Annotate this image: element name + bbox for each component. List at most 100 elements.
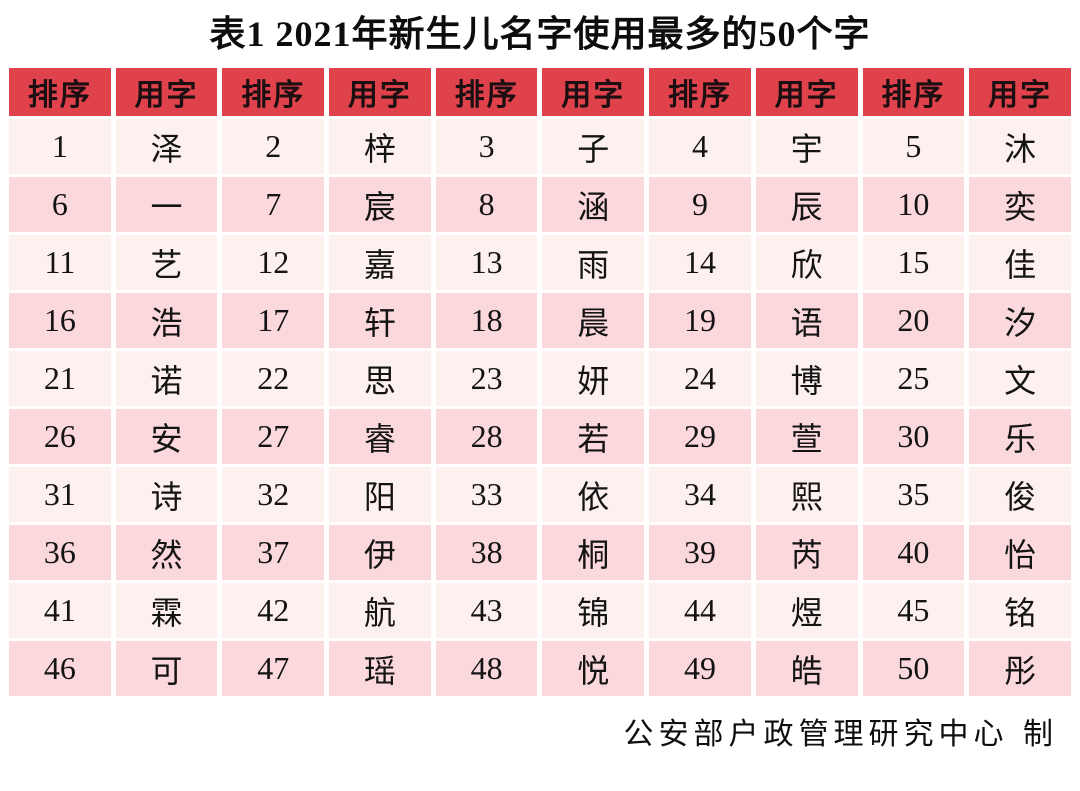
- rank-cell: 19: [649, 293, 751, 349]
- rank-cell: 23: [435, 351, 538, 407]
- char-cell: 辰: [755, 177, 858, 233]
- char-cell: 子: [542, 119, 645, 175]
- rank-cell: 16: [9, 293, 111, 349]
- rank-cell: 12: [222, 235, 325, 291]
- rank-cell: 26: [9, 409, 111, 465]
- char-cell: 航: [329, 583, 431, 639]
- rank-cell: 20: [862, 293, 965, 349]
- rank-cell: 30: [862, 409, 965, 465]
- header-cell-rank: 排序: [435, 68, 538, 117]
- table-row: 41 霖 42 航 43 锦 44 煜 45 铭: [9, 583, 1071, 639]
- char-cell: 涵: [542, 177, 645, 233]
- rank-cell: 11: [9, 235, 111, 291]
- char-cell: 皓: [755, 641, 858, 697]
- char-cell: 桐: [542, 525, 645, 581]
- rank-cell: 1: [9, 119, 111, 175]
- rank-cell: 18: [435, 293, 538, 349]
- char-cell: 熙: [755, 467, 858, 523]
- char-cell: 文: [969, 351, 1071, 407]
- table-row: 11 艺 12 嘉 13 雨 14 欣 15 佳: [9, 235, 1071, 291]
- rank-cell: 49: [649, 641, 751, 697]
- char-cell: 霖: [115, 583, 218, 639]
- rank-cell: 31: [9, 467, 111, 523]
- char-cell: 嘉: [329, 235, 431, 291]
- rank-cell: 15: [862, 235, 965, 291]
- rank-cell: 8: [435, 177, 538, 233]
- rank-cell: 36: [9, 525, 111, 581]
- rank-cell: 5: [862, 119, 965, 175]
- rank-cell: 17: [222, 293, 325, 349]
- table-row: 16 浩 17 轩 18 晨 19 语 20 汐: [9, 293, 1071, 349]
- header-cell-char: 用字: [542, 68, 645, 117]
- char-cell: 安: [115, 409, 218, 465]
- table-row: 31 诗 32 阳 33 依 34 熙 35 俊: [9, 467, 1071, 523]
- rank-cell: 46: [9, 641, 111, 697]
- rank-cell: 3: [435, 119, 538, 175]
- rank-cell: 34: [649, 467, 751, 523]
- rank-cell: 29: [649, 409, 751, 465]
- char-cell: 欣: [755, 235, 858, 291]
- rank-cell: 39: [649, 525, 751, 581]
- char-cell: 浩: [115, 293, 218, 349]
- credit-line: 公安部户政管理研究中心 制: [623, 717, 1058, 753]
- char-cell: 阳: [329, 467, 431, 523]
- rank-cell: 40: [862, 525, 965, 581]
- header-cell-rank: 排序: [649, 68, 751, 117]
- char-cell: 铭: [969, 583, 1071, 639]
- rank-cell: 6: [9, 177, 111, 233]
- char-cell: 伊: [329, 525, 431, 581]
- char-cell: 艺: [115, 235, 218, 291]
- header-cell-rank: 排序: [9, 68, 111, 117]
- char-cell: 语: [755, 293, 858, 349]
- rank-cell: 42: [222, 583, 325, 639]
- header-cell-char: 用字: [969, 68, 1071, 117]
- rank-cell: 37: [222, 525, 325, 581]
- char-cell: 思: [329, 351, 431, 407]
- char-cell: 若: [542, 409, 645, 465]
- table-row: 21 诺 22 思 23 妍 24 博 25 文: [9, 351, 1071, 407]
- char-cell: 妍: [542, 351, 645, 407]
- rank-cell: 35: [862, 467, 965, 523]
- char-cell: 依: [542, 467, 645, 523]
- header-cell-rank: 排序: [862, 68, 965, 117]
- rank-cell: 25: [862, 351, 965, 407]
- char-cell: 佳: [969, 235, 1071, 291]
- char-cell: 宸: [329, 177, 431, 233]
- char-cell: 诗: [115, 467, 218, 523]
- char-cell: 乐: [969, 409, 1071, 465]
- table-header-row: 排序 用字 排序 用字 排序 用字 排序 用字 排序 用字: [9, 68, 1071, 117]
- header-cell-rank: 排序: [222, 68, 325, 117]
- table-row: 26 安 27 睿 28 若 29 萱 30 乐: [9, 409, 1071, 465]
- char-cell: 睿: [329, 409, 431, 465]
- rank-cell: 45: [862, 583, 965, 639]
- rank-cell: 38: [435, 525, 538, 581]
- rank-cell: 28: [435, 409, 538, 465]
- char-cell: 瑶: [329, 641, 431, 697]
- char-cell: 博: [755, 351, 858, 407]
- rank-cell: 50: [862, 641, 965, 697]
- rank-cell: 33: [435, 467, 538, 523]
- char-cell: 泽: [115, 119, 218, 175]
- rank-cell: 41: [9, 583, 111, 639]
- char-cell: 沐: [969, 119, 1071, 175]
- char-cell: 煜: [755, 583, 858, 639]
- header-cell-char: 用字: [755, 68, 858, 117]
- char-cell: 雨: [542, 235, 645, 291]
- char-cell: 汐: [969, 293, 1071, 349]
- char-cell: 一: [115, 177, 218, 233]
- table-row: 46 可 47 瑶 48 悦 49 皓 50 彤: [9, 641, 1071, 697]
- rank-cell: 14: [649, 235, 751, 291]
- rank-cell: 10: [862, 177, 965, 233]
- table-header: 排序 用字 排序 用字 排序 用字 排序 用字 排序 用字: [9, 68, 1071, 117]
- rank-cell: 2: [222, 119, 325, 175]
- rank-cell: 32: [222, 467, 325, 523]
- char-cell: 俊: [969, 467, 1071, 523]
- char-cell: 彤: [969, 641, 1071, 697]
- char-cell: 诺: [115, 351, 218, 407]
- rank-cell: 13: [435, 235, 538, 291]
- rank-cell: 7: [222, 177, 325, 233]
- rank-cell: 21: [9, 351, 111, 407]
- table-body: 1 泽 2 梓 3 子 4 宇 5 沐 6 一 7 宸 8 涵 9 辰 10 奕 11 艺 12 嘉 13 雨 14 欣 15 佳 16 浩 1…: [9, 119, 1071, 697]
- rank-cell: 47: [222, 641, 325, 697]
